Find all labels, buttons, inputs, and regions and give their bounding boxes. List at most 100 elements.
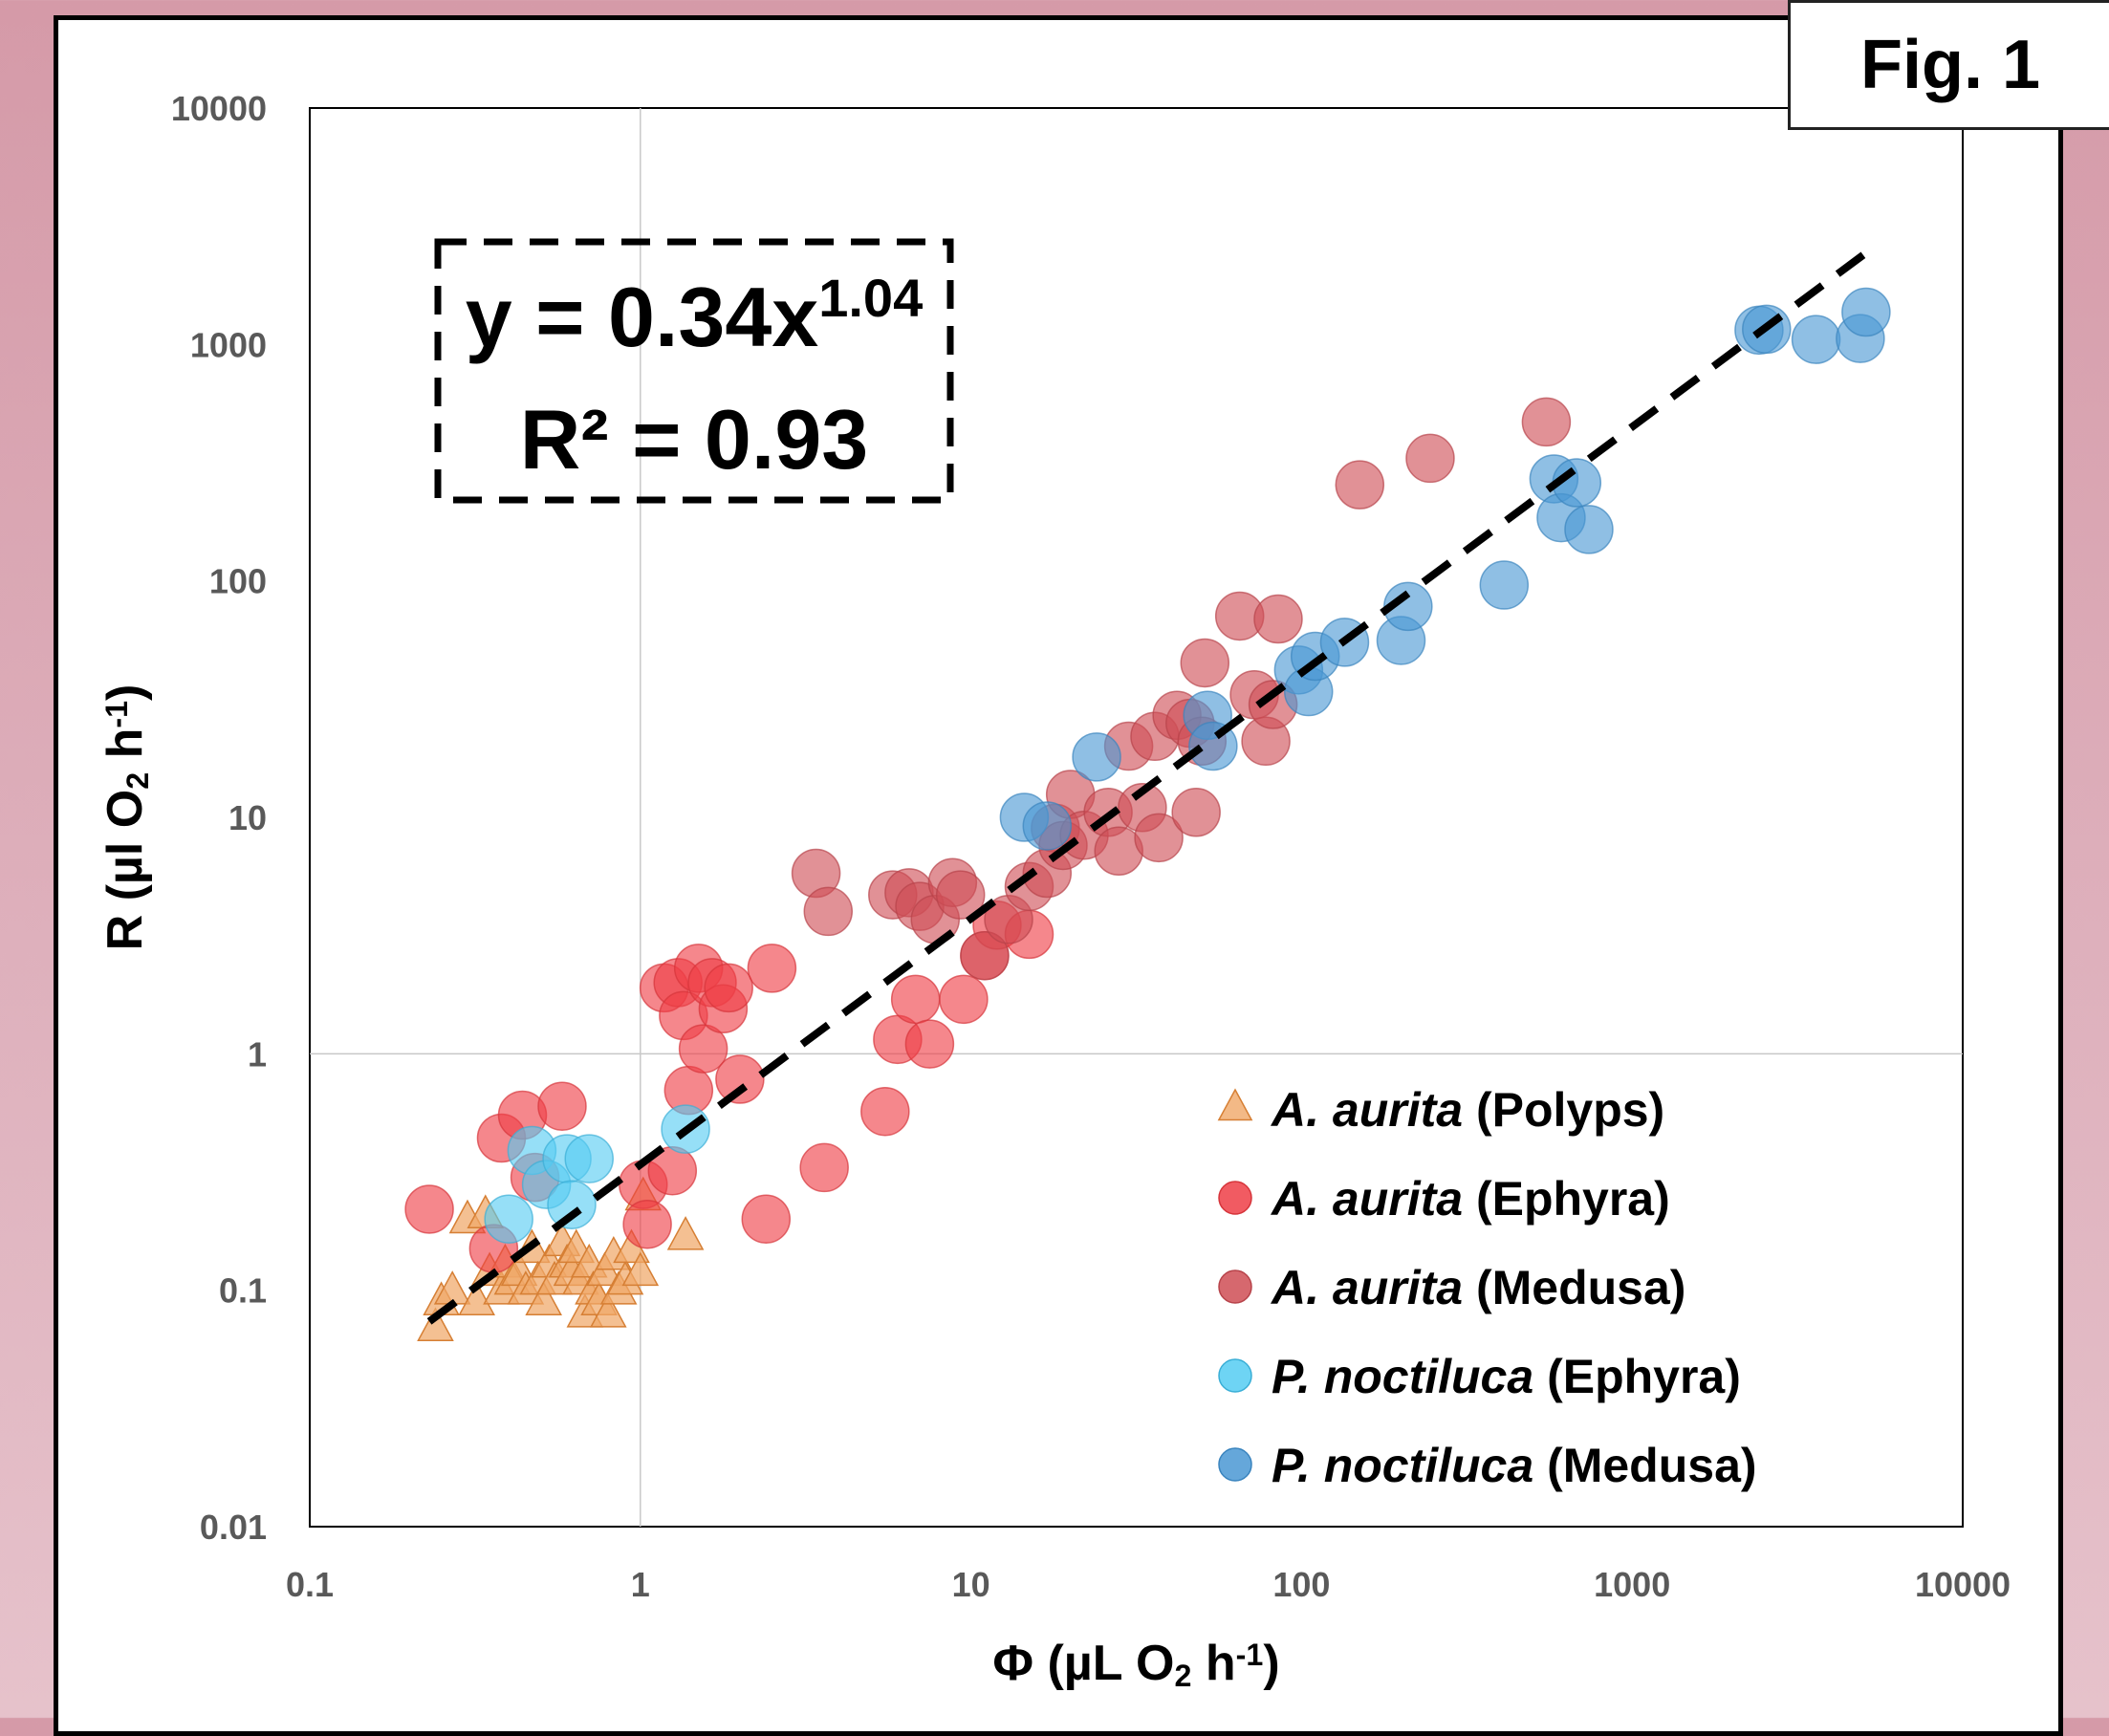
data-point-triangle [589, 1293, 627, 1328]
series-3 [484, 1104, 710, 1244]
y-tick-label: 10000 [171, 89, 267, 128]
data-point-circle [803, 886, 854, 937]
legend-item: A. aurita (Medusa) [1218, 1261, 1685, 1314]
axis-title-part: h [1191, 1636, 1235, 1691]
legend-label: A. aurita (Ephyra) [1270, 1172, 1670, 1226]
legend-label: A. aurita (Polyps) [1270, 1083, 1664, 1137]
r-squared: R² = 0.93 [520, 392, 868, 487]
data-point-circle [678, 1024, 728, 1074]
data-point-circle [1564, 505, 1614, 554]
data-point-circle [1134, 813, 1184, 863]
axis-title-part: h [98, 728, 153, 772]
legend-genus: P. noctiluca [1272, 1350, 1533, 1403]
data-point-circle [547, 1180, 597, 1229]
data-point-circle [1180, 638, 1230, 688]
fit-line [426, 251, 1866, 1325]
axis-title-part: ) [1263, 1636, 1279, 1691]
y-tick-label: 1000 [190, 325, 267, 364]
data-point-triangle [525, 1281, 562, 1315]
data-point-circle [1479, 560, 1530, 610]
legend-stage: (Medusa) [1533, 1439, 1756, 1492]
x-tick-label: 0.1 [286, 1565, 334, 1604]
data-point-circle [404, 1184, 454, 1234]
data-point-circle [704, 963, 753, 1013]
legend-genus: A. aurita [1270, 1261, 1463, 1314]
legend-item: A. aurita (Ephyra) [1218, 1172, 1670, 1226]
y-tick-label: 1 [248, 1034, 267, 1074]
legend-item: A. aurita (Polyps) [1217, 1083, 1664, 1137]
data-point-circle [939, 974, 989, 1025]
data-point-circle [741, 1194, 792, 1244]
data-point-circle [1405, 433, 1455, 484]
equation-box [434, 238, 954, 504]
fit-equation: y = 0.34x1.04 [466, 268, 923, 364]
axis-title-part: R (µl O [98, 790, 153, 951]
data-point-circle [1335, 460, 1385, 510]
series-4 [999, 287, 1891, 851]
legend-stage: (Ephyra) [1463, 1172, 1670, 1226]
data-point-circle [1171, 788, 1221, 837]
axis-title-part: 2 [1174, 1659, 1191, 1693]
legend-item: P. noctiluca (Medusa) [1218, 1439, 1757, 1492]
data-point-circle [1521, 397, 1572, 447]
axis-title-part: ) [98, 684, 153, 701]
legend-label: P. noctiluca (Ephyra) [1272, 1350, 1741, 1403]
axis-title-part: 2 [120, 772, 155, 790]
data-point-circle [904, 1019, 955, 1069]
data-point-circle [1072, 732, 1121, 782]
data-point-circle [1383, 581, 1433, 632]
axis-title-part: Φ (µL O [992, 1636, 1174, 1691]
data-point-circle [1253, 594, 1303, 644]
x-tick-label: 1000 [1594, 1565, 1670, 1604]
data-point-circle [1791, 315, 1841, 364]
series-2 [791, 397, 1572, 981]
data-point-circle [960, 930, 1010, 981]
axis-title-part: -1 [99, 701, 134, 728]
data-point-triangle [621, 1251, 660, 1287]
legend-genus: A. aurita [1270, 1172, 1463, 1226]
y-tick-label: 100 [209, 562, 267, 601]
legend-marker [1218, 1358, 1252, 1393]
data-point-circle [935, 870, 986, 920]
data-point-circle [860, 1086, 910, 1137]
legend-stage: (Polyps) [1463, 1083, 1664, 1137]
data-point-circle [564, 1134, 614, 1183]
data-point-circle [537, 1081, 587, 1131]
legend-item: P. noctiluca (Ephyra) [1218, 1350, 1741, 1403]
legend-marker [1218, 1181, 1252, 1215]
y-tick-label: 0.01 [200, 1508, 267, 1547]
data-point-circle [799, 1142, 849, 1193]
legend-marker [1218, 1447, 1252, 1482]
y-axis-title: R (µl O2 h-1) [98, 684, 155, 951]
data-point-circle [1022, 801, 1073, 851]
equation-base: y = 0.34x [466, 270, 819, 364]
x-tick-label: 10 [952, 1565, 990, 1604]
data-point-circle [890, 974, 941, 1025]
data-point-triangle [417, 1307, 454, 1341]
data-point-circle [622, 1199, 672, 1249]
data-point-triangle [458, 1281, 495, 1315]
y-tick-label: 0.1 [219, 1271, 267, 1311]
x-tick-label: 10000 [1915, 1565, 2011, 1604]
data-point-circle [1841, 287, 1891, 337]
legend-stage: (Ephyra) [1533, 1350, 1741, 1403]
legend-stage: (Medusa) [1463, 1261, 1685, 1314]
y-tick-label: 10 [228, 798, 267, 837]
axis-title-part: -1 [1236, 1638, 1264, 1672]
legend-marker [1217, 1088, 1253, 1121]
legend-genus: A. aurita [1270, 1083, 1463, 1137]
equation-exponent: 1.04 [818, 268, 923, 328]
legend-label: A. aurita (Medusa) [1270, 1261, 1685, 1314]
data-point-circle [484, 1194, 533, 1244]
legend-label: P. noctiluca (Medusa) [1272, 1439, 1757, 1492]
data-point-triangle [666, 1216, 705, 1250]
figure-label: Fig. 1 [1788, 0, 2109, 130]
x-axis-title: Φ (µL O2 h-1) [992, 1636, 1279, 1693]
x-tick-label: 100 [1272, 1565, 1330, 1604]
legend-genus: P. noctiluca [1272, 1439, 1533, 1492]
series-1 [404, 901, 1054, 1273]
legend-marker [1218, 1269, 1252, 1304]
data-point-circle [715, 1054, 765, 1104]
data-point-circle [747, 944, 797, 993]
